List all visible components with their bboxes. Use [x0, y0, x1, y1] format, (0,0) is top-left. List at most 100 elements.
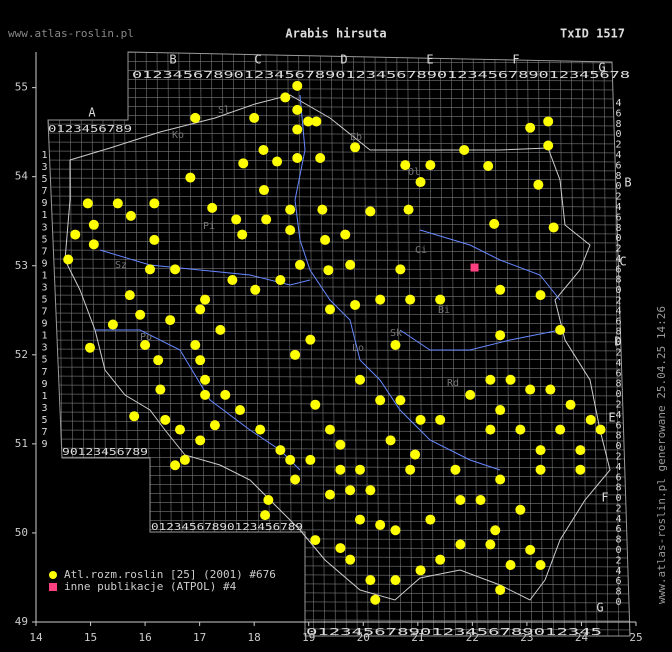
record-dot [365, 206, 376, 217]
record-dot [435, 294, 446, 305]
grid-cell-line [48, 285, 630, 289]
grid-cell-line [48, 105, 630, 109]
record-dot [335, 464, 346, 475]
record-dot [505, 374, 516, 385]
grid-cell-line [276, 52, 282, 636]
record-dot [465, 389, 476, 400]
grid-cell-line [48, 456, 630, 460]
grid-cell-line [69, 52, 75, 636]
footer-note: www.atlas-roslin.pl generowane 25.04.25 … [655, 306, 668, 604]
grid-cell-line [48, 483, 630, 487]
record-dot [129, 411, 140, 422]
record-dot [190, 340, 201, 351]
record-dot [505, 560, 516, 570]
record-dot [395, 264, 406, 275]
grid-cell-line [48, 87, 630, 91]
record-dot [195, 355, 206, 366]
record-dot [485, 424, 496, 435]
record-dot [285, 454, 296, 465]
record-dot [575, 445, 586, 456]
grid-cell-line [505, 52, 511, 636]
record-dot [200, 294, 211, 305]
grid-cell-line [331, 52, 336, 636]
record-dot [70, 229, 81, 240]
grid-cell-line [48, 267, 630, 271]
record-dot [320, 234, 331, 245]
y-tick-label: 54 [15, 170, 29, 183]
region-code: Ol [408, 167, 420, 178]
record-dot [315, 152, 326, 163]
grid-letter: D [614, 335, 621, 349]
record-dot [535, 445, 546, 456]
legend-label: inne publikacje (ATPOL) #4 [64, 580, 237, 593]
grid-cell-line [233, 52, 238, 636]
grid-cell-line [48, 609, 630, 613]
y-tick-label: 51 [15, 437, 28, 450]
region-code: Lo [352, 343, 364, 354]
record-dot [272, 156, 283, 167]
grid-cell-line [48, 249, 630, 253]
record-dot [112, 198, 123, 209]
record-dot [405, 464, 416, 475]
record-dot [535, 464, 546, 475]
record-dot [355, 514, 365, 525]
record-dot [85, 342, 95, 353]
grid-cell-line [265, 52, 271, 636]
record-dot [485, 374, 496, 385]
record-dot [170, 460, 181, 471]
record-dot [495, 474, 506, 485]
record-dot [565, 399, 576, 410]
record-dot [290, 474, 301, 485]
legend: Atl.rozm.roslin [25] (2001) #676 inne pu… [49, 568, 276, 593]
record-dot [385, 435, 396, 446]
record-dot [350, 299, 361, 310]
record-dot [475, 494, 486, 505]
grid-cell-line [320, 52, 325, 636]
x-tick-label: 16 [138, 631, 151, 644]
record-square [470, 263, 479, 272]
grid-cell-line [494, 52, 500, 636]
record-dot [555, 424, 566, 435]
legend-marker [49, 583, 57, 591]
grid-cell-line [48, 375, 630, 379]
grid-cell-line [603, 52, 609, 636]
record-dot [435, 554, 446, 565]
record-dot [190, 112, 201, 123]
record-dot [165, 315, 176, 326]
grid-letter: D [340, 53, 347, 67]
grid-letter: C [254, 53, 261, 67]
record-dot [545, 384, 556, 395]
record-dot [305, 454, 316, 465]
record-dot [495, 405, 506, 416]
grid-cell-line [48, 195, 630, 199]
record-dot [259, 185, 269, 196]
record-dot [425, 160, 436, 171]
x-tick-label: 20 [357, 631, 370, 644]
record-dot [375, 395, 386, 406]
record-dot [125, 210, 136, 221]
grid-cell-line [48, 393, 630, 397]
grid-cell-line [48, 231, 630, 235]
atpol-outline [47, 51, 631, 637]
record-dot [415, 177, 426, 188]
country-features [64, 94, 611, 601]
grid-cell-line [48, 60, 630, 64]
record-dot [495, 584, 506, 595]
grid-cell-line [48, 618, 630, 622]
grid-cell-line [309, 52, 314, 636]
grid-digits: 01234567890123456789 [151, 522, 303, 533]
record-dot [415, 565, 426, 576]
map-title: Arabis hirsuta [285, 27, 386, 41]
grid-cell-line [48, 501, 630, 505]
record-dot [275, 445, 286, 456]
legend-label: Atl.rozm.roslin [25] (2001) #676 [64, 568, 276, 581]
record-dot [317, 204, 328, 215]
x-tick-label: 22 [466, 631, 479, 644]
grid-cell-line [48, 510, 630, 514]
grid-cell-line [363, 52, 369, 636]
record-dot [525, 384, 536, 395]
grid-digits: 1357913579135791357913579 [39, 150, 50, 450]
record-dot [355, 374, 365, 385]
record-dot [175, 424, 185, 435]
